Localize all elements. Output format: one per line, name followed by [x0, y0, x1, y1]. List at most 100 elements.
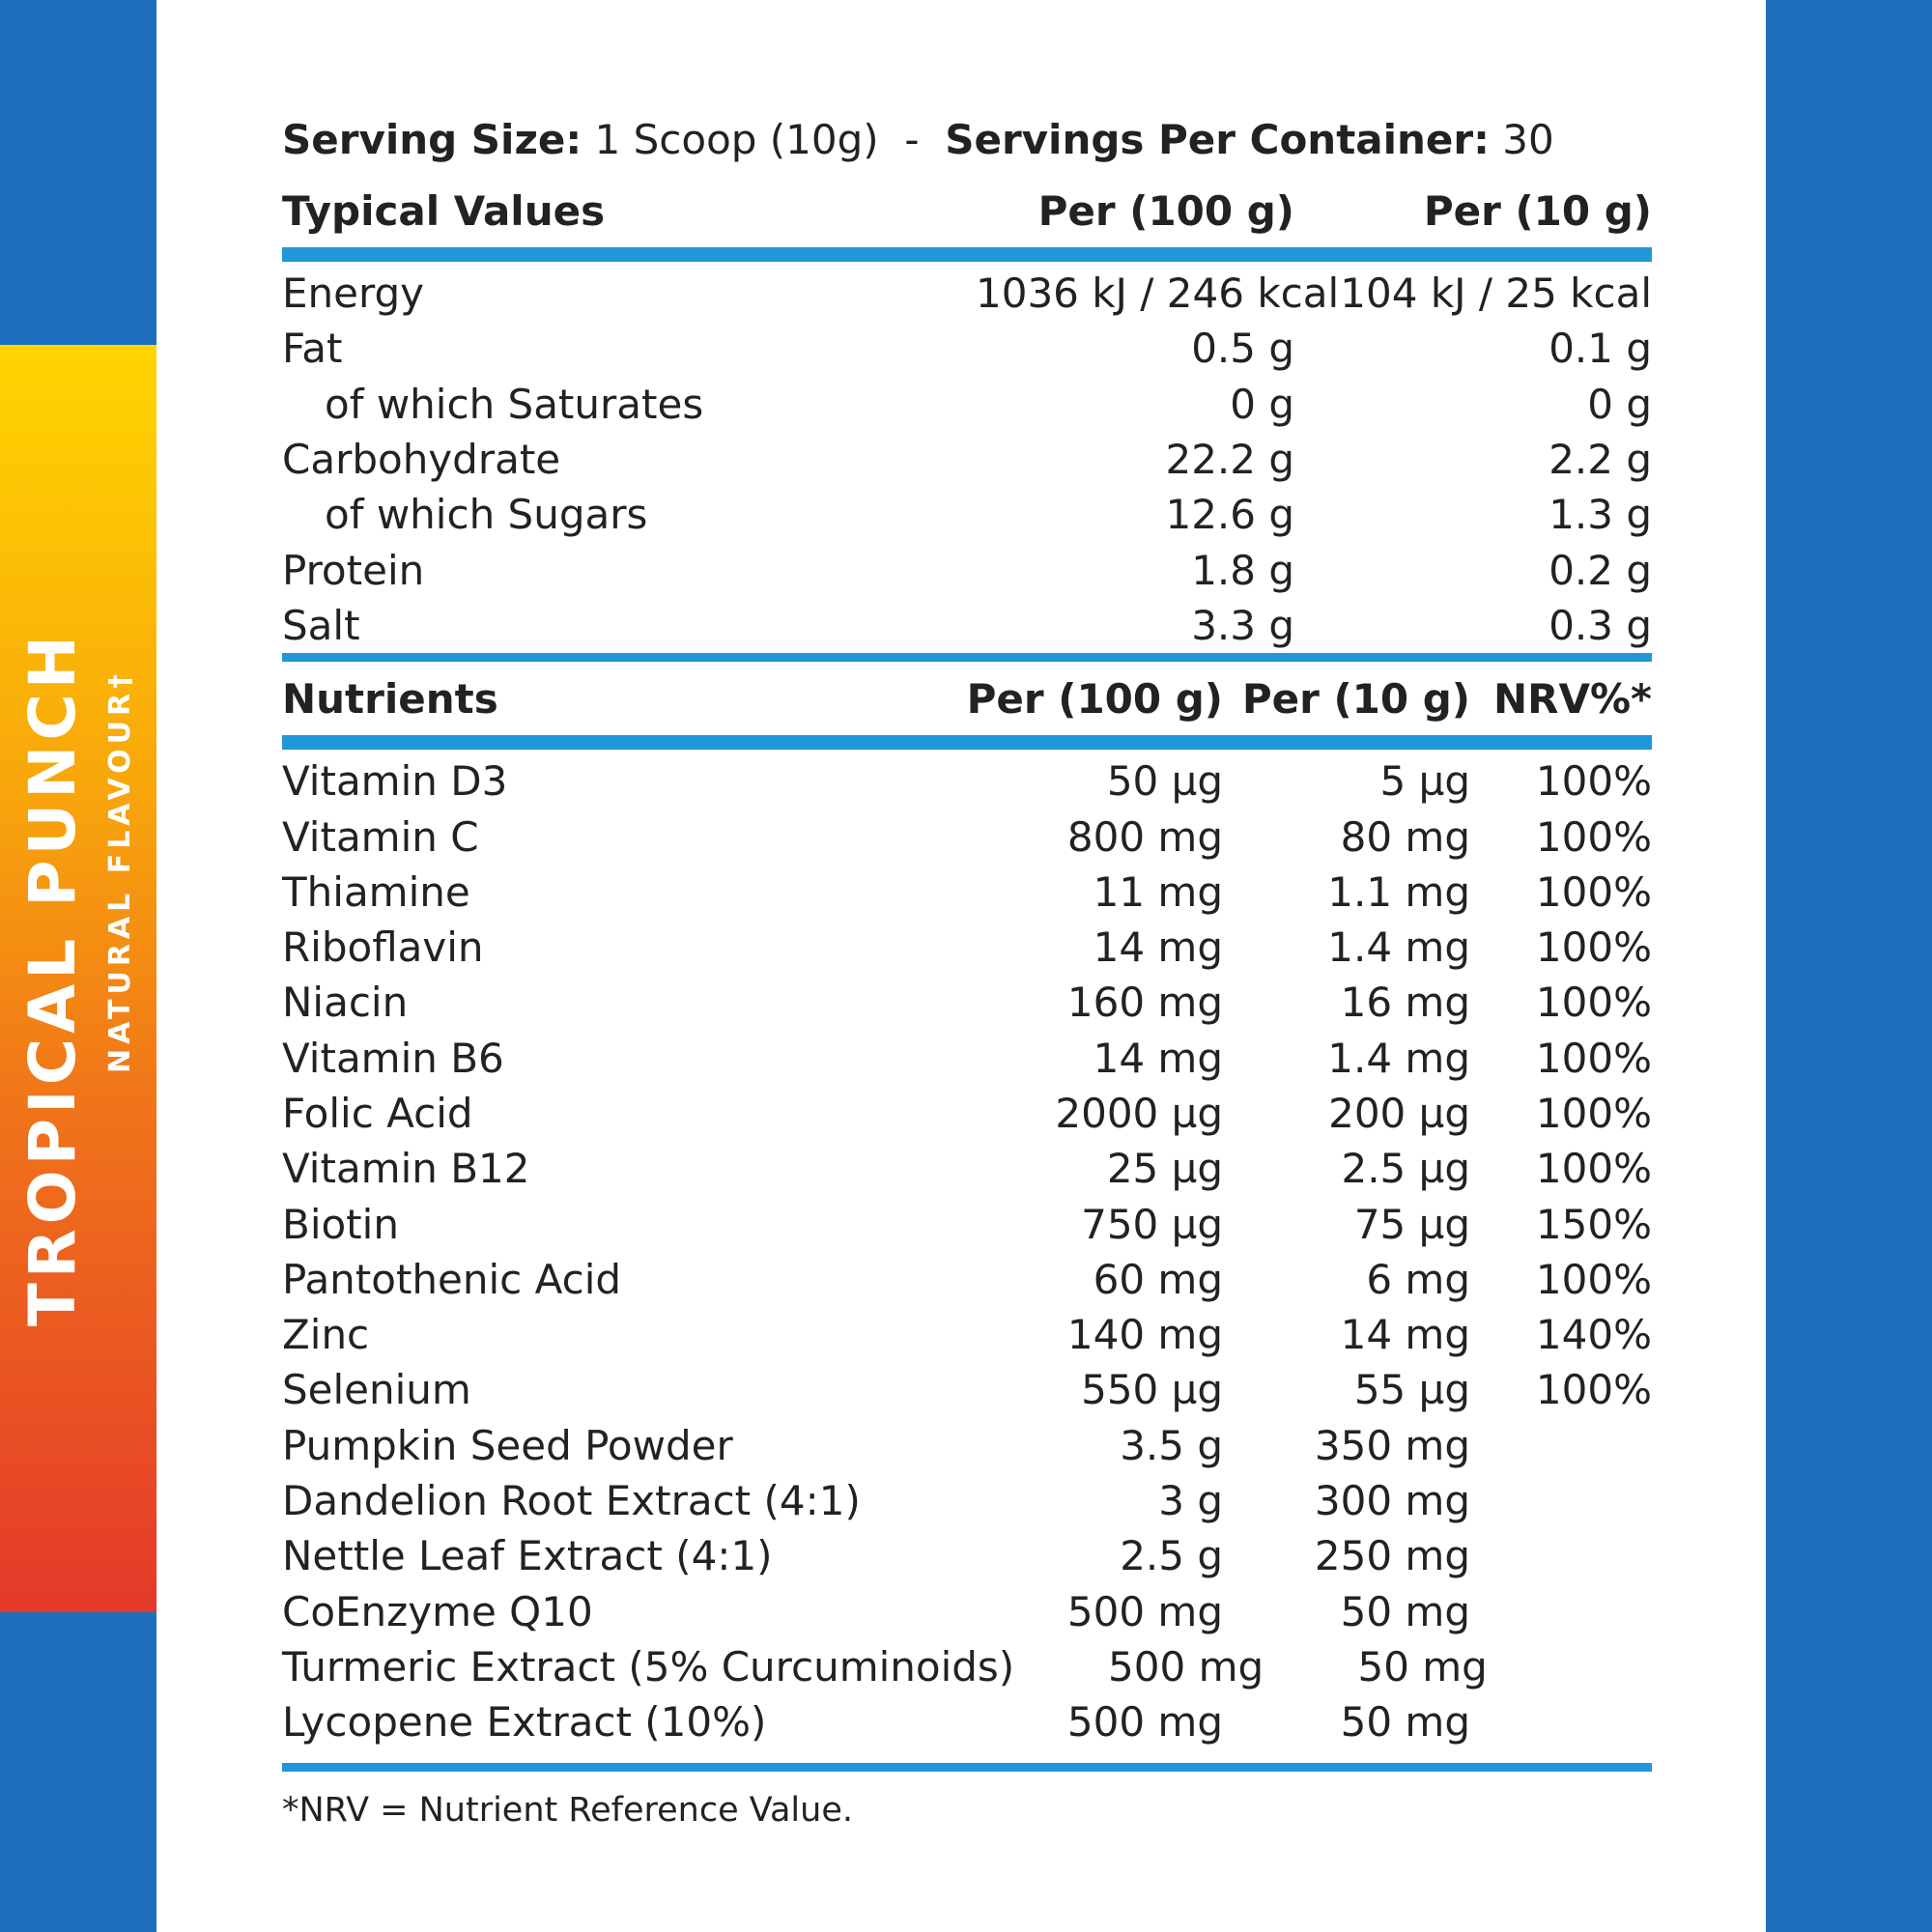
row-label: Thiamine: [282, 867, 470, 916]
row-per-10g: 14 mg: [1340, 1311, 1470, 1359]
row-per-10g: 1.4 mg: [1327, 1034, 1470, 1082]
row-per-10g: 200 µg: [1328, 1090, 1470, 1137]
row-label: Pantothenic Acid: [282, 1255, 622, 1303]
row-nrv: 150%: [1535, 1200, 1652, 1248]
flavour-label: TROPICAL PUNCH NATURAL FLAVOUR†: [15, 631, 137, 1326]
row-label: Biotin: [282, 1200, 399, 1248]
header-nrv: NRV%*: [1492, 674, 1652, 723]
divider-bar: [282, 247, 1652, 262]
row-per-100g: 0 g: [1230, 380, 1294, 428]
row-per-100g: 22.2 g: [1165, 436, 1294, 484]
divider-bar: [282, 735, 1652, 751]
row-per-100g: 14 mg: [1093, 923, 1223, 972]
row-nrv: 100%: [1535, 757, 1652, 806]
row-per-10g: 5 µg: [1379, 757, 1470, 806]
row-nrv: 100%: [1535, 867, 1652, 916]
row-label: Dandelion Root Extract (4:1): [282, 1477, 861, 1525]
table-row: CoEnzyme Q10 500 mg 50 mg: [282, 1584, 1652, 1639]
row-label: Energy: [282, 270, 425, 318]
typical-values-header: Typical Values Per (100 g) Per (10 g): [282, 174, 1652, 247]
row-per-10g: 75 µg: [1353, 1200, 1470, 1248]
row-per-100g: 140 mg: [1066, 1311, 1223, 1359]
row-label: Selenium: [282, 1366, 471, 1414]
table-row: Zinc 140 mg 14 mg 140%: [282, 1307, 1652, 1362]
table-row: Folic Acid 2000 µg 200 µg 100%: [282, 1086, 1652, 1141]
row-per-100g: 500 mg: [1108, 1642, 1264, 1690]
table-row: Turmeric Extract (5% Curcuminoids) 500 mg…: [282, 1639, 1652, 1694]
row-per-10g: 0 g: [1587, 380, 1652, 428]
row-per-100g: 3 g: [1158, 1477, 1223, 1525]
row-per-10g: 1.1 mg: [1327, 867, 1470, 916]
header-nutrients: Nutrients: [282, 674, 498, 723]
row-per-10g: 300 mg: [1314, 1477, 1470, 1525]
row-per-100g: 2.5 g: [1120, 1532, 1223, 1580]
flavour-subtitle: NATURAL FLAVOUR†: [103, 668, 137, 1073]
row-label: Pumpkin Seed Powder: [282, 1421, 733, 1469]
row-label: CoEnzyme Q10: [282, 1587, 593, 1635]
row-per-10g: 250 mg: [1314, 1532, 1470, 1580]
nutrients-header: Nutrients Per (100 g) Per (10 g) NRV%*: [282, 662, 1652, 735]
row-per-100g: 11 mg: [1093, 867, 1223, 916]
table-row: Lycopene Extract (10%) 500 mg 50 mg: [282, 1694, 1652, 1749]
row-label: Fat: [282, 325, 343, 373]
flavour-gradient-band: [0, 345, 156, 1612]
table-row: Selenium 550 µg 55 µg 100%: [282, 1362, 1652, 1417]
table-row: Niacin 160 mg 16 mg 100%: [282, 975, 1652, 1030]
row-nrv: 100%: [1535, 812, 1652, 861]
divider-bar: [282, 1763, 1652, 1773]
row-per-100g: 800 mg: [1066, 812, 1223, 861]
table-row: Vitamin C 800 mg 80 mg 100%: [282, 809, 1652, 864]
row-per-100g: 1036 kJ / 246 kcal: [976, 270, 1340, 318]
row-label: Turmeric Extract (5% Curcuminoids): [282, 1642, 1015, 1690]
nrv-footnote: *NRV = Nutrient Reference Value.: [282, 1791, 853, 1831]
table-row: Salt 3.3 g 0.3 g: [282, 598, 1652, 653]
row-label: Vitamin D3: [282, 757, 508, 806]
header-typical-values: Typical Values: [282, 186, 606, 235]
table-row: Vitamin B6 14 mg 1.4 mg 100%: [282, 1031, 1652, 1086]
nutrients-table: Nutrients Per (100 g) Per (10 g) NRV%* V…: [282, 662, 1652, 1773]
row-label: Vitamin B12: [282, 1145, 530, 1193]
servings-per-container-value: 30: [1502, 116, 1554, 163]
row-nrv: 100%: [1535, 1090, 1652, 1137]
row-label: Salt: [282, 601, 360, 649]
servings-per-container-label: Servings Per Container:: [945, 116, 1490, 163]
right-brand-strip: [1766, 0, 1932, 1932]
row-nrv: 100%: [1535, 979, 1652, 1027]
nutrition-panel: Serving Size: 1 Scoop (10g) - Servings P…: [282, 106, 1652, 1830]
row-per-100g: 550 µg: [1081, 1366, 1223, 1414]
table-row: Vitamin D3 50 µg 5 µg 100%: [282, 753, 1652, 809]
row-per-100g: 25 µg: [1106, 1145, 1223, 1193]
table-row: Nettle Leaf Extract (4:1) 2.5 g 250 mg: [282, 1528, 1652, 1583]
row-per-100g: 500 mg: [1066, 1698, 1223, 1747]
row-nrv: 100%: [1535, 1034, 1652, 1082]
row-per-100g: 3.3 g: [1191, 601, 1294, 649]
row-per-100g: 0.5 g: [1191, 325, 1294, 373]
left-brand-strip: TROPICAL PUNCH NATURAL FLAVOUR†: [0, 0, 156, 1932]
row-label: Protein: [282, 546, 425, 594]
header-per-100g: Per (100 g): [966, 674, 1223, 723]
row-nrv: 140%: [1535, 1311, 1652, 1359]
row-per-100g: 1.8 g: [1191, 546, 1294, 594]
row-per-10g: 0.2 g: [1548, 546, 1652, 594]
row-per-100g: 500 mg: [1066, 1587, 1223, 1635]
row-per-10g: 55 µg: [1353, 1366, 1470, 1414]
row-per-10g: 50 mg: [1340, 1587, 1470, 1635]
row-per-10g: 104 kJ / 25 kcal: [1340, 270, 1652, 318]
row-per-10g: 0.3 g: [1548, 601, 1652, 649]
row-nrv: 100%: [1535, 1255, 1652, 1303]
row-label: Carbohydrate: [282, 436, 561, 484]
row-per-100g: 50 µg: [1106, 757, 1223, 806]
row-per-10g: 6 mg: [1366, 1255, 1470, 1303]
row-per-10g: 50 mg: [1340, 1698, 1470, 1747]
table-row: Pantothenic Acid 60 mg 6 mg 100%: [282, 1252, 1652, 1307]
row-nrv: 100%: [1535, 1366, 1652, 1414]
table-row: Biotin 750 µg 75 µg 150%: [282, 1196, 1652, 1251]
serving-info: Serving Size: 1 Scoop (10g) - Servings P…: [282, 106, 1652, 174]
row-label: Nettle Leaf Extract (4:1): [282, 1532, 773, 1580]
typical-values-rows: Energy 1036 kJ / 246 kcal 104 kJ / 25 kcal…: [282, 266, 1652, 653]
row-per-10g: 1.4 mg: [1327, 923, 1470, 972]
row-label: of which Saturates: [325, 380, 704, 428]
serving-size-label: Serving Size:: [282, 116, 582, 163]
row-nrv: 100%: [1535, 1145, 1652, 1193]
row-per-10g: 2.2 g: [1548, 436, 1652, 484]
